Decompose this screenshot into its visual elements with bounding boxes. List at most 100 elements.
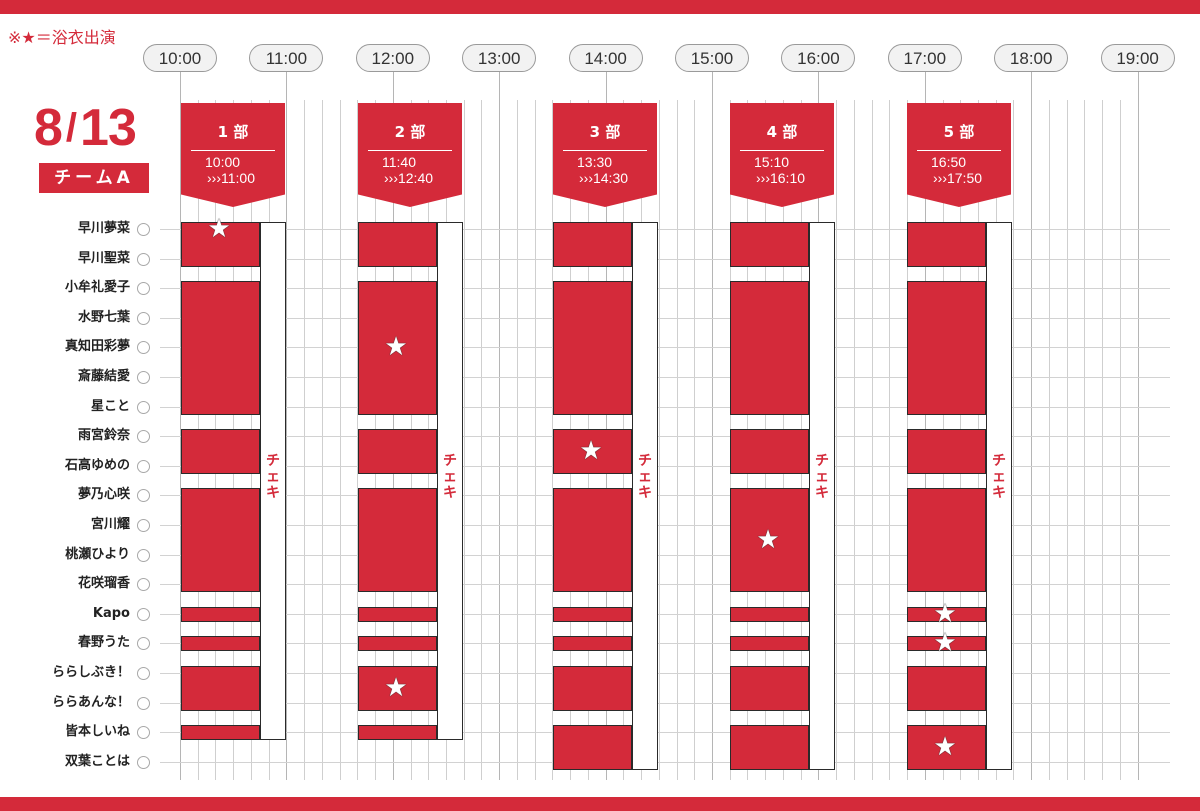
row-gridline (160, 347, 1170, 349)
cheki-char: キ (992, 484, 1006, 501)
part-start-time: 13:30 (577, 154, 613, 170)
row-marker-icon (137, 282, 150, 296)
member-name: 夢乃心咲 (77, 487, 130, 503)
cheki-char: ェ (638, 468, 652, 485)
performance-block (730, 429, 809, 474)
cheki-column: チェキ (437, 222, 463, 741)
minor-gridline (1102, 100, 1104, 780)
yukata-star-icon: ★ (933, 598, 957, 629)
row-marker-icon (137, 726, 150, 740)
cheki-char: チ (443, 452, 457, 469)
performance-block (553, 429, 632, 474)
cheki-char: キ (638, 484, 652, 501)
bottom-border-band (0, 797, 1200, 811)
member-name: 春野うた (77, 635, 130, 651)
row-marker-icon (137, 607, 150, 621)
performance-block (553, 725, 632, 770)
cheki-char: チ (815, 452, 829, 469)
yukata-star-icon: ★ (384, 332, 408, 363)
row-marker-icon (137, 371, 150, 384)
time-label: 17:00 (887, 44, 962, 72)
part-start-time: 11:40 (382, 154, 416, 170)
row-marker-icon (137, 489, 150, 503)
row-gridline (160, 406, 1170, 408)
performance-block (907, 606, 986, 622)
cheki-char: キ (815, 484, 829, 501)
minor-gridline (853, 100, 855, 780)
performance-block (181, 281, 260, 415)
minor-gridline (1119, 100, 1121, 780)
performance-block (907, 222, 986, 267)
date-slash: / (65, 106, 77, 150)
member-name: 桃瀬ひより (65, 546, 130, 562)
cheki-label: チェキ (261, 453, 285, 501)
part-divider (191, 150, 275, 151)
cheki-column: チェキ (809, 222, 835, 770)
yukata-star-icon: ★ (756, 524, 780, 555)
hour-gridline (499, 72, 501, 780)
row-gridline (160, 465, 1170, 467)
part-start-time: 15:10 (754, 154, 790, 170)
minor-gridline (836, 100, 838, 780)
performance-block (553, 636, 632, 652)
member-name: ららしぶき！ (51, 665, 130, 680)
part-end-time: ›››12:40 (384, 170, 434, 186)
row-gridline (160, 732, 1170, 734)
member-name: 星こと (90, 398, 130, 414)
performance-block (358, 488, 437, 593)
minor-gridline (1013, 100, 1015, 780)
performance-block (358, 606, 437, 622)
yukata-star-icon: ★ (207, 214, 231, 244)
performance-block (730, 725, 809, 770)
part-title: 5 部 (943, 123, 975, 141)
cheki-char: チ (266, 452, 280, 469)
row-marker-icon (137, 459, 150, 473)
part-title: 1 部 (217, 123, 249, 141)
performance-block (358, 281, 437, 415)
row-marker-icon (137, 341, 150, 355)
member-name: 水野七葉 (77, 309, 130, 325)
member-name: 斎藤結愛 (77, 369, 130, 384)
time-label: 19:00 (1100, 44, 1175, 72)
time-label: 14:00 (568, 44, 643, 72)
cheki-char: ェ (992, 468, 1006, 485)
performance-block (181, 666, 260, 711)
part-start-time: 10:00 (205, 154, 241, 170)
performance-block (553, 606, 632, 622)
row-gridline (160, 613, 1170, 615)
member-name: 皆本しいね (64, 724, 130, 740)
part-banner: 4 部 15:10 ›››16:10 (730, 103, 834, 207)
row-marker-icon (137, 400, 150, 414)
part-start-time: 16:50 (931, 154, 967, 170)
row-gridline (160, 761, 1170, 763)
part-end-time: ›››16:10 (756, 170, 806, 186)
minor-gridline (304, 100, 306, 780)
row-gridline (160, 377, 1170, 378)
yukata-star-icon: ★ (933, 732, 957, 762)
team-badge: チームA (39, 163, 149, 193)
part-title: 3 部 (589, 123, 621, 141)
performance-block (358, 725, 437, 741)
row-gridline (160, 288, 1170, 290)
time-label: 16:00 (781, 44, 856, 72)
performance-block (358, 636, 437, 652)
row-gridline (160, 584, 1170, 586)
performance-block (553, 488, 632, 593)
part-banner: 5 部 16:50 ›››17:50 (907, 103, 1011, 207)
cheki-column: チェキ (986, 222, 1012, 770)
performance-block (907, 281, 986, 415)
time-label: 13:00 (462, 44, 537, 72)
row-marker-icon (137, 311, 150, 325)
row-gridline (160, 229, 1170, 230)
row-marker-icon (137, 755, 150, 769)
performance-block (730, 281, 809, 415)
member-name: 双葉ことは (64, 753, 130, 769)
cheki-label: チェキ (633, 453, 657, 501)
performance-block (181, 488, 260, 593)
member-name: 早川聖菜 (77, 250, 130, 266)
member-name: 花咲瑠香 (77, 576, 130, 592)
row-gridline (160, 495, 1170, 497)
performance-block (553, 222, 632, 267)
hour-gridline (1031, 72, 1033, 780)
part-title: 2 部 (394, 123, 426, 141)
